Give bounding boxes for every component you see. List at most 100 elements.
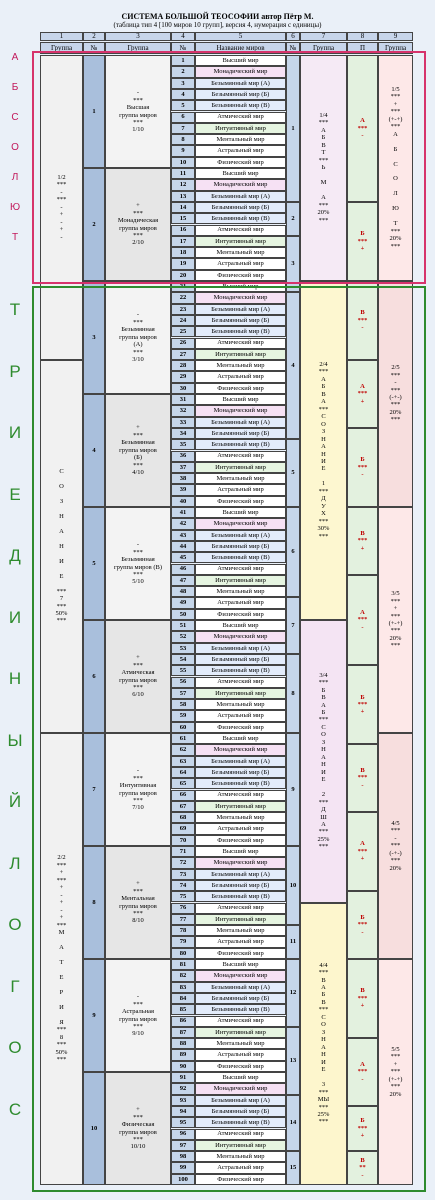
world-number: 86 [171,1015,195,1027]
column-header: Группа [300,42,347,54]
world-number: 68 [171,812,195,824]
p-cell: В *** - [347,744,378,813]
level-number: 1 [286,55,300,202]
world-name: Астральный мир [195,936,286,948]
col7-group-2: 2/4 *** А Б В А *** С О З Н А Н И Е 1 **… [300,281,347,620]
world-number: 22 [171,292,195,304]
p-cell: А *** + [347,360,378,428]
side-letter-logos: Й [8,792,22,811]
world-number: 92 [171,1083,195,1095]
column-number: 4 [171,32,195,41]
group-name: - *** Безымянная группа миров (А) *** 3/… [105,281,171,394]
world-number: 31 [171,394,195,406]
world-name: Безымянный мир (Б) [195,201,286,214]
world-name: Безымянный мир (В) [195,213,286,225]
side-letter-absolute: А [11,52,19,63]
world-number: 80 [171,947,195,959]
side-letter-logos: Н [8,669,22,688]
level-number: 4 [286,292,300,440]
world-number: 36 [171,450,195,462]
world-name: Монадический мир [195,405,286,417]
world-number: 47 [171,574,195,587]
world-name: Интуитивный мир [195,348,286,361]
world-name: Астральный мир [195,1162,286,1174]
world-name: Атмический мир [195,1015,286,1027]
level-number: 13 [286,1026,300,1095]
world-name: Физический мир [195,608,286,620]
world-number: 99 [171,1162,195,1174]
group-number: 3 [83,281,105,394]
side-letter-logos: Г [10,976,20,996]
side-letter-logos: И [8,423,22,442]
level-number: 6 [286,507,300,598]
world-name: Высший мир [195,281,286,293]
world-number: 2 [171,66,195,78]
world-number: 8 [171,134,195,146]
group-name: + *** Монадическая группа миров *** 2/10 [105,168,171,281]
world-number: 24 [171,314,195,327]
world-number: 75 [171,891,195,903]
world-number: 20 [171,269,195,281]
world-name: Ментальный мир [195,812,286,824]
column-number: 1 [40,32,83,41]
world-number: 35 [171,439,195,451]
level-number: 10 [286,846,300,926]
world-name: Физический мир [195,1173,286,1185]
world-name: Безымянный мир (В) [195,326,286,338]
world-name: Безымянный мир (В) [195,439,286,451]
world-number: 32 [171,405,195,417]
world-name: Монадический мир [195,518,286,530]
world-number: 77 [171,913,195,926]
p-cell: А *** - [347,1038,378,1106]
world-name: Безымянный мир (А) [195,755,286,767]
col9-group-4: 4/5 *** - *** (-+-) *** 20% [378,733,413,959]
level-number: 12 [286,959,300,1027]
world-number: 62 [171,744,195,756]
world-number: 94 [171,1105,195,1118]
world-name: Безымянный мир (Б) [195,427,286,440]
world-number: 40 [171,495,195,507]
world-name: Атмический мир [195,789,286,801]
world-number: 52 [171,631,195,643]
p-cell: А *** - [347,574,378,666]
col1-group-absolute: 1/2 *** - *** - + - + - [40,55,83,361]
side-letter-logos: О [8,1038,22,1057]
world-number: 46 [171,563,195,575]
world-number: 54 [171,653,195,666]
world-number: 16 [171,224,195,236]
world-number: 74 [171,879,195,892]
world-name: Ментальный мир [195,247,286,259]
world-name: Интуитивный мир [195,574,286,587]
world-name: Интуитивный мир [195,800,286,813]
world-name: Монадический мир [195,857,286,869]
column-number: 9 [378,32,413,41]
level-number: 14 [286,1094,300,1152]
world-number: 37 [171,461,195,474]
world-name: Ментальный мир [195,586,286,598]
world-number: 87 [171,1026,195,1039]
world-name: Физический мир [195,495,286,507]
level-number: 8 [286,653,300,733]
world-number: 100 [171,1173,195,1185]
side-letter-absolute: О [11,142,19,153]
world-name: Безымянный мир (А) [195,190,286,202]
column-number: 8 [347,32,378,41]
group-number: 5 [83,507,105,620]
world-name: Монадический мир [195,970,286,982]
world-name: Безымянный мир (Б) [195,879,286,892]
column-header: № [83,42,105,54]
world-name: Безымянный мир (А) [195,529,286,541]
world-name: Атмический мир [195,1128,286,1140]
level-number: 3 [286,235,300,293]
world-number: 88 [171,1038,195,1050]
world-name: Астральный мир [195,145,286,157]
column-header: П [347,42,378,54]
world-name: Безымянный мир (В) [195,891,286,903]
world-number: 27 [171,348,195,361]
world-name: Астральный мир [195,597,286,609]
world-name: Безымянный мир (Б) [195,766,286,779]
world-name: Монадический мир [195,1083,286,1095]
world-number: 28 [171,360,195,372]
side-letter-logos: С [8,1099,22,1119]
world-number: 90 [171,1060,195,1072]
